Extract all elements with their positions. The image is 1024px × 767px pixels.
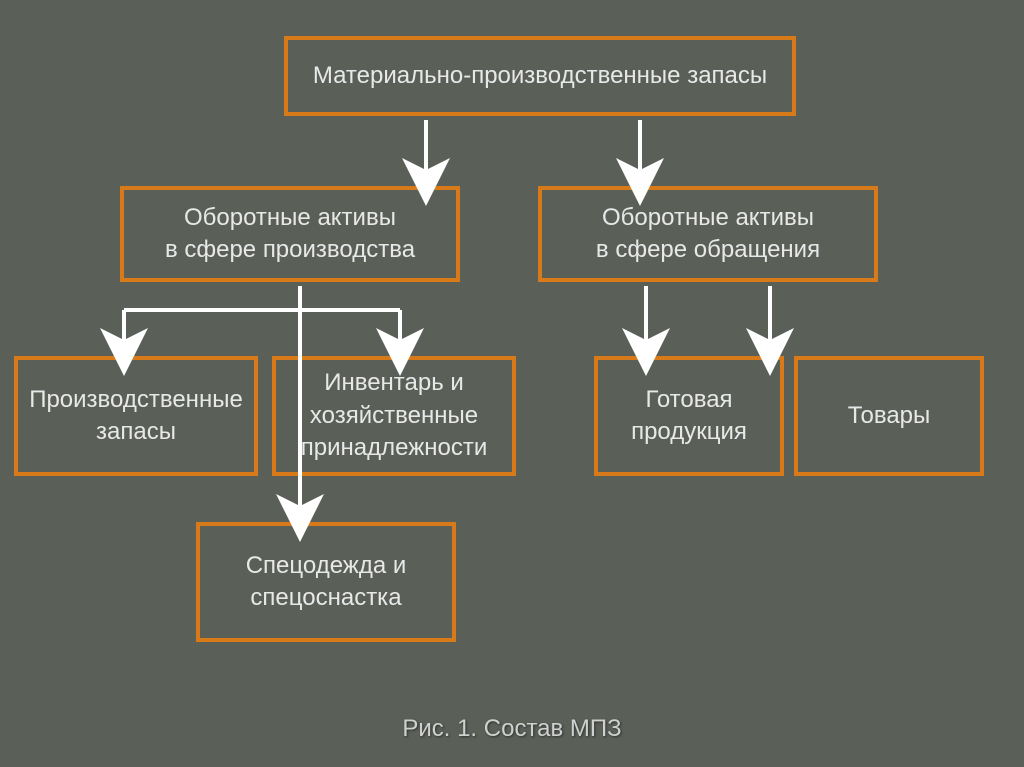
- node-r1-label: Готовая продукция: [631, 384, 747, 449]
- node-left-a-label: Оборотные активы в сфере производства: [165, 202, 415, 267]
- node-l1-label: Производственные запасы: [29, 384, 243, 449]
- node-right-a: Оборотные активы в сфере обращения: [538, 186, 878, 282]
- node-l1: Производственные запасы: [14, 356, 258, 476]
- node-l3: Спецодежда и спецоснастка: [196, 522, 456, 642]
- node-l3-label: Спецодежда и спецоснастка: [246, 550, 407, 615]
- node-l2-label: Инвентарь и хозяйственные принадлежности: [301, 367, 488, 464]
- figure-caption: Рис. 1. Состав МПЗ: [0, 715, 1024, 743]
- node-right-a-label: Оборотные активы в сфере обращения: [596, 202, 820, 267]
- node-r1: Готовая продукция: [594, 356, 784, 476]
- node-root-label: Материально-производственные запасы: [313, 60, 767, 92]
- node-left-a: Оборотные активы в сфере производства: [120, 186, 460, 282]
- node-l2: Инвентарь и хозяйственные принадлежности: [272, 356, 516, 476]
- node-r2-label: Товары: [848, 400, 931, 432]
- figure-caption-text: Рис. 1. Состав МПЗ: [402, 715, 621, 742]
- node-root: Материально-производственные запасы: [284, 36, 796, 116]
- node-r2: Товары: [794, 356, 984, 476]
